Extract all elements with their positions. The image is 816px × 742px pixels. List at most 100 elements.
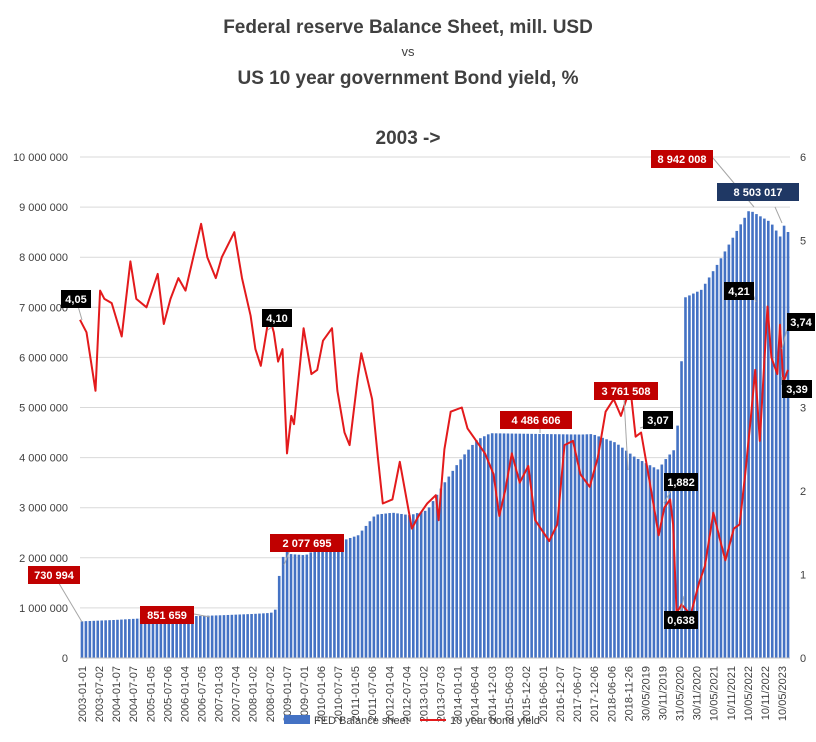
balance-bar — [96, 620, 100, 658]
balance-bar — [546, 434, 549, 658]
balance-bar — [593, 434, 597, 658]
balance-bar — [254, 613, 257, 658]
x-tick-label: 2005-01-05 — [145, 666, 157, 722]
balance-bar — [609, 440, 612, 658]
x-tick-label: 2016-12-07 — [555, 666, 567, 722]
balance-bar — [680, 361, 683, 658]
x-tick-label: 2009-07-01 — [299, 666, 311, 722]
balance-bar — [392, 512, 395, 658]
balance-bar — [408, 515, 411, 658]
balance-bar — [664, 459, 668, 658]
balance-bar — [561, 434, 565, 658]
balance-bar — [597, 436, 600, 658]
x-tick-label: 2012-01-04 — [384, 666, 396, 722]
balance-bar — [723, 251, 727, 659]
balance-bar — [715, 264, 719, 658]
balance-bar — [676, 425, 679, 658]
y-left-tick-label: 2 000 000 — [19, 553, 68, 565]
callout-box — [140, 606, 194, 624]
balance-bar — [550, 434, 553, 658]
balance-bar — [159, 617, 163, 658]
balance-bar — [538, 433, 541, 658]
x-tick-label: 2009-01-07 — [282, 666, 294, 722]
balance-bar — [100, 620, 103, 658]
y-left-tick-label: 5 000 000 — [19, 403, 68, 415]
callout-label: 851 659 — [147, 610, 187, 622]
callout-box — [270, 534, 344, 552]
callout-label: 3,39 — [786, 384, 807, 396]
legend-label-line: 10 year bond yield — [450, 715, 540, 727]
callout-label: 3 761 508 — [602, 386, 651, 398]
balance-bar — [348, 538, 352, 658]
balance-bar — [755, 214, 758, 659]
balance-bar — [285, 545, 289, 658]
balance-bar — [250, 613, 253, 658]
balance-bar — [281, 556, 285, 658]
balance-bar — [234, 614, 238, 658]
callout-box — [651, 150, 713, 168]
balance-bar — [84, 621, 88, 658]
balance-bar — [191, 616, 194, 658]
balance-bar — [187, 616, 190, 658]
balance-bar — [333, 542, 336, 658]
balance-bar — [483, 436, 486, 658]
callout-box — [717, 183, 799, 201]
balance-bar — [344, 539, 348, 658]
balance-bar — [202, 615, 206, 658]
balance-bar — [526, 433, 529, 658]
balance-bar — [557, 434, 561, 658]
balance-bar — [313, 550, 316, 658]
balance-bar — [246, 614, 249, 658]
x-tick-label: 31/05/2020 — [675, 666, 687, 721]
x-tick-label: 2005-07-06 — [162, 666, 174, 722]
callout-leader — [193, 613, 211, 618]
balance-bar — [317, 547, 320, 658]
balance-bar — [423, 510, 427, 658]
x-tick-label: 2017-12-06 — [589, 666, 601, 722]
balance-bar — [135, 618, 139, 658]
balance-bar — [163, 617, 167, 658]
balance-bar — [636, 458, 640, 658]
balance-bar — [230, 614, 234, 658]
balance-bar — [581, 434, 585, 658]
x-tick-label: 2010-07-07 — [333, 666, 345, 722]
x-tick-label: 30/05/2019 — [640, 666, 652, 721]
y-left-tick-label: 4 000 000 — [19, 453, 68, 465]
callout-label: 4,05 — [65, 294, 86, 306]
balance-bar — [656, 469, 660, 658]
balance-bar — [92, 620, 96, 658]
balance-bar — [751, 211, 754, 658]
balance-bar — [218, 615, 222, 658]
balance-bar — [699, 289, 703, 658]
balance-bar — [88, 620, 92, 658]
balance-bar — [443, 482, 447, 658]
callout-label: 1,882 — [667, 477, 695, 489]
balance-bar — [589, 434, 593, 658]
balance-bar — [514, 433, 518, 658]
x-tick-label: 2008-01-02 — [248, 666, 260, 722]
x-tick-label: 2013-01-02 — [418, 666, 430, 722]
callout-leader — [774, 206, 783, 224]
balance-bar — [648, 465, 652, 658]
x-tick-label: 2006-01-04 — [179, 666, 191, 722]
x-tick-label: 2010-01-06 — [316, 666, 328, 722]
balance-bar — [368, 521, 372, 658]
callout-box — [262, 309, 292, 327]
balance-bar — [337, 541, 340, 658]
balance-bar — [625, 450, 628, 658]
x-tick-label: 10/05/2021 — [709, 666, 721, 721]
balance-bar — [554, 434, 557, 658]
balance-bar — [388, 513, 391, 658]
balance-bar — [277, 575, 281, 658]
x-tick-label: 2015-06-03 — [504, 666, 516, 722]
callout-box — [724, 282, 754, 300]
balance-bar — [341, 540, 344, 658]
balance-bar — [258, 613, 261, 658]
balance-bar — [242, 614, 245, 658]
balance-bar — [735, 230, 739, 658]
x-tick-label: 2006-07-05 — [197, 666, 209, 722]
x-tick-label: 2016-06-01 — [538, 666, 550, 722]
balance-bar — [139, 618, 143, 658]
balance-bar — [128, 619, 131, 658]
x-tick-label: 10/11/2021 — [726, 666, 738, 720]
